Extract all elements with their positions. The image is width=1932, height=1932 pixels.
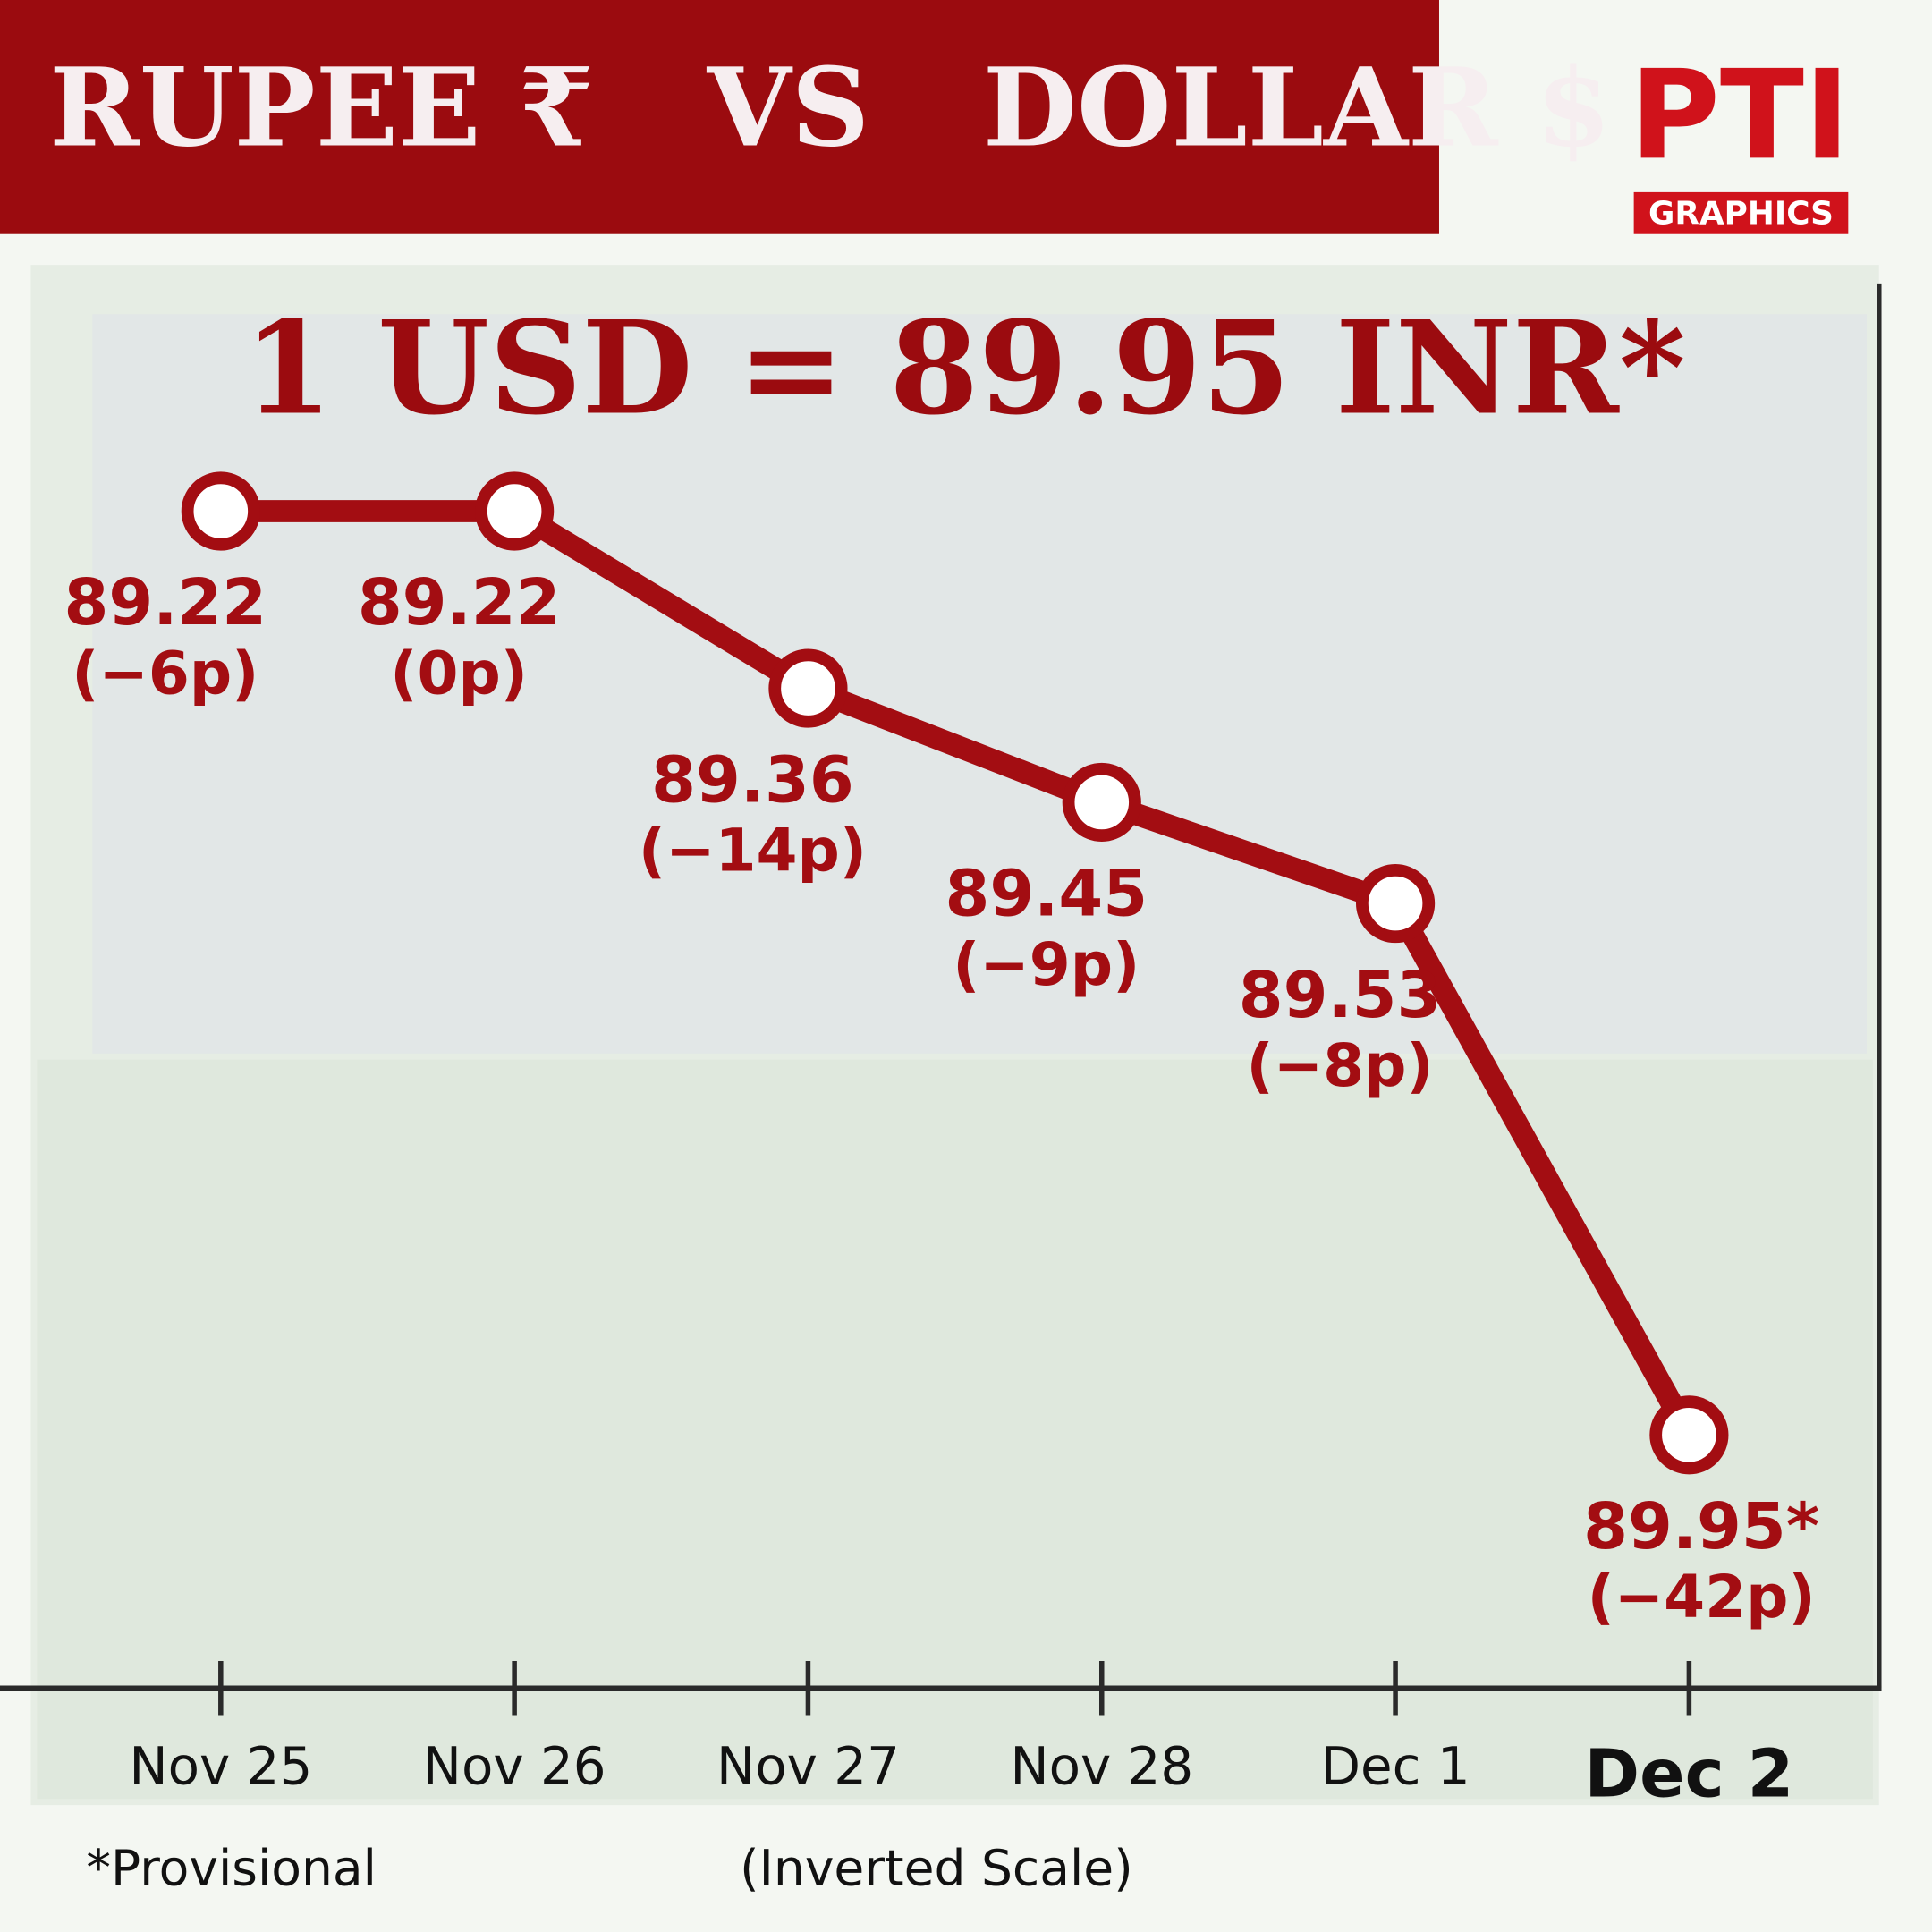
value-label: 89.22 [64, 565, 267, 640]
change-label: (−9p) [953, 930, 1140, 999]
logo-caption: GRAPHICS [1648, 196, 1834, 233]
point [181, 471, 260, 551]
line [220, 500, 1699, 1441]
value-label: 89.22 [358, 565, 561, 640]
chart-title: RUPEE ₹ VS DOLLAR $ [49, 44, 1611, 172]
change-label: (−42p) [1588, 1563, 1816, 1631]
point [768, 648, 848, 728]
x-tick-label: Nov 25 [129, 1736, 312, 1797]
dollar-note [37, 1059, 1873, 1800]
x-tick-label: Dec 1 [1321, 1736, 1470, 1797]
logo: PTI [1630, 44, 1850, 187]
axis-note: (Inverted Scale) [740, 1840, 1133, 1897]
change-label: (−6p) [72, 639, 258, 708]
change-label: (0p) [390, 639, 528, 708]
value-label: 89.36 [651, 742, 854, 817]
x-tick-label: Dec 2 [1584, 1734, 1793, 1812]
value-label: 89.45 [945, 857, 1148, 931]
point [1649, 1395, 1729, 1475]
point [475, 471, 555, 551]
rupee-note [92, 314, 1867, 1054]
logo-caption-box [1633, 191, 1849, 234]
point [1355, 863, 1436, 944]
change-label: (−14p) [639, 816, 867, 885]
value-label: 89.95* [1583, 1489, 1819, 1563]
x-tick-label: Nov 28 [1010, 1736, 1193, 1797]
point [1062, 762, 1141, 842]
x-tick-label: Nov 27 [716, 1736, 900, 1797]
chart-subtitle: 1 USD = 89.95 INR* [243, 292, 1685, 443]
value-label: 89.53 [1239, 958, 1442, 1032]
footnote: *Provisional [86, 1840, 377, 1897]
header-band [0, 0, 1439, 234]
change-label: (−8p) [1247, 1031, 1434, 1100]
x-tick-label: Nov 26 [423, 1736, 606, 1797]
